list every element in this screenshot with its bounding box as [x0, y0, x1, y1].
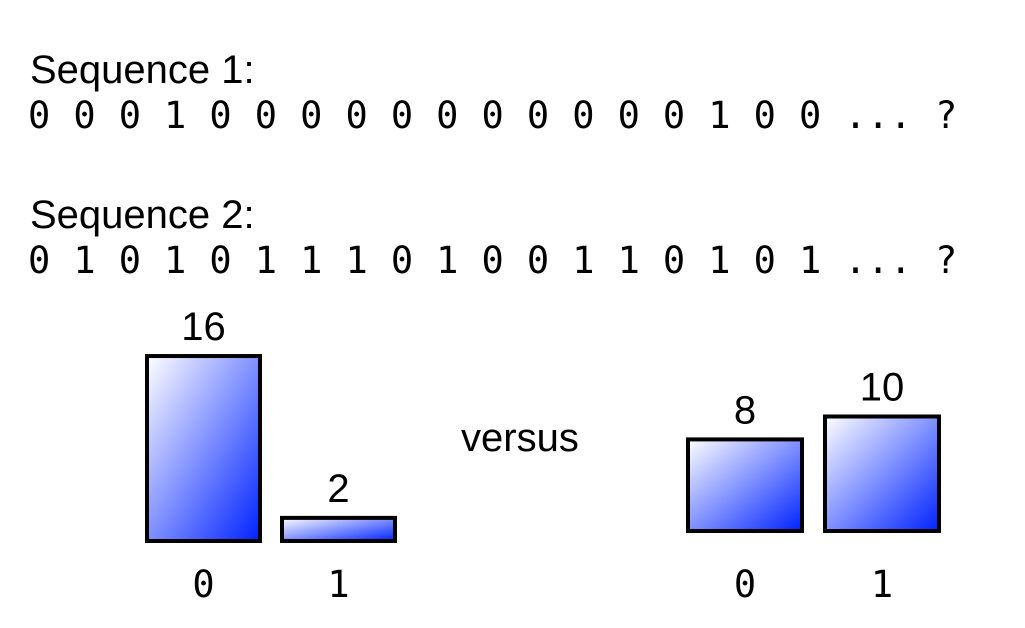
chart-2-category-label-0: 0: [734, 563, 756, 606]
chart-2-value-label-0: 8: [734, 388, 756, 432]
sequence-1-label: Sequence 1:: [30, 48, 255, 92]
sequence-1-values: 0 0 0 1 0 0 0 0 0 0 0 0 0 0 0 1 0 0 ... …: [28, 94, 958, 137]
sequence-2-label: Sequence 2:: [30, 193, 255, 237]
chart-2-bar-1: [823, 414, 941, 533]
chart-1-category-label-1: 1: [327, 563, 349, 606]
versus-label: versus: [461, 416, 579, 460]
chart-1-value-label-0: 16: [181, 305, 226, 349]
sequence-2-values: 0 1 0 1 0 1 1 1 0 1 0 0 1 1 0 1 0 1 ... …: [28, 239, 958, 282]
chart-1-category-label-0: 0: [192, 563, 214, 606]
chart-1-bar-0: [145, 354, 262, 544]
chart-2-category-label-1: 1: [871, 563, 893, 606]
chart-1-bar-1: [280, 515, 397, 544]
chart-2-bar-0: [686, 437, 804, 533]
chart-2-value-label-1: 10: [860, 366, 905, 410]
chart-1-value-label-1: 2: [327, 467, 349, 511]
